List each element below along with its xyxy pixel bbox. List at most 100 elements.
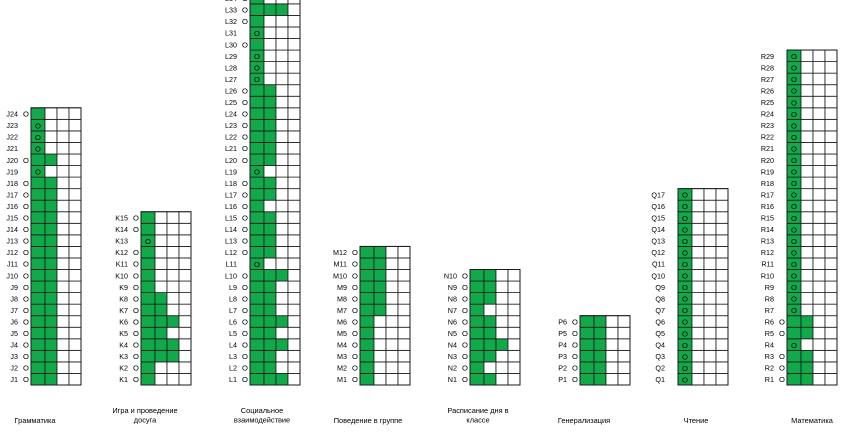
grid-cell [263, 176, 277, 190]
grid-cell [691, 211, 705, 224]
row-label: J20 [6, 156, 18, 165]
grid-cell [56, 292, 70, 305]
grid-cell [30, 107, 46, 120]
grid-cell [786, 315, 802, 328]
row-label: R2 [765, 364, 774, 373]
grid-cell [56, 338, 70, 351]
grid-cell [385, 349, 399, 363]
grid-cell [507, 280, 521, 293]
grid-cell [287, 26, 301, 39]
grid-cell [800, 188, 814, 201]
grid-cell [824, 338, 838, 351]
row-label: L27 [225, 75, 237, 84]
grid-cell [166, 292, 180, 305]
row-marker: O [242, 156, 248, 165]
row-label: J4 [10, 341, 18, 350]
grid-cell [786, 361, 802, 374]
grid-cell [44, 199, 58, 213]
row-label: N10 [444, 271, 457, 280]
row-marker: O [23, 260, 29, 269]
grid-cell [824, 188, 838, 201]
grid-cell [44, 211, 58, 224]
panel-7: Q1 O Q2 O Q3 O Q4 O Q5 O Q6 O Q7 O Q8 O Q9 O Q10 O Q11 O Q12 O Q… [651, 188, 729, 425]
row-label: Q13 [651, 237, 665, 246]
grid-cell [249, 315, 265, 328]
grid-cell [579, 326, 595, 340]
row-marker: O [23, 271, 29, 280]
row-label: K13 [115, 237, 128, 246]
grid-cell [44, 303, 58, 317]
grid-cell [275, 61, 289, 74]
grid-cell [178, 303, 192, 317]
grid-cell [166, 303, 180, 317]
grid-cell [617, 326, 631, 340]
grid-cell [812, 303, 826, 317]
grid-cell [483, 292, 497, 305]
row-label: J15 [6, 214, 18, 223]
row-marker: O [682, 352, 688, 361]
row-label: Q11 [652, 260, 665, 269]
row-label: K8 [119, 294, 128, 303]
grid-cell [275, 3, 289, 16]
grid-cell [579, 361, 595, 374]
grid-cell [359, 361, 375, 374]
grid-cell [800, 257, 814, 270]
grid-cell [287, 142, 301, 155]
grid-cell [703, 234, 717, 247]
row-marker: O [352, 352, 358, 361]
row-label: J7 [10, 306, 18, 315]
row-marker: O [682, 202, 688, 211]
grid-cell [469, 338, 485, 351]
grid-cell [469, 303, 485, 317]
row-label: J18 [6, 179, 18, 188]
grid-cell [373, 292, 387, 305]
row-label: Q10 [651, 271, 665, 280]
grid-cell [579, 338, 595, 351]
grid-cell [249, 107, 265, 120]
grid-cell [30, 292, 46, 305]
row-label: N2 [448, 364, 457, 373]
grid-cell [469, 349, 485, 363]
row-label: Q14 [651, 225, 665, 234]
grid-cell [812, 280, 826, 293]
grid-cell [507, 315, 521, 328]
row-label: M10 [333, 271, 347, 280]
grid-cell [68, 165, 82, 178]
grid-cell [703, 303, 717, 317]
grid-cell [385, 257, 399, 270]
grid-cell [287, 3, 301, 16]
grid-cell [140, 361, 156, 374]
grid-cell [715, 292, 729, 305]
grid-cell [824, 245, 838, 259]
grid-cell [263, 269, 277, 282]
grid-cell [44, 269, 58, 282]
row-label: K7 [119, 306, 128, 315]
row-marker: O [242, 364, 248, 373]
row-marker: O [352, 306, 358, 315]
grid-cell [287, 211, 301, 224]
grid-cell [800, 292, 814, 305]
grid-cell [275, 373, 289, 386]
row-marker: O [682, 283, 688, 292]
row-label: R29 [761, 52, 774, 61]
grid-cell [68, 269, 82, 282]
grid-cell [812, 245, 826, 259]
grid-cell [397, 280, 411, 293]
row-marker: O [242, 214, 248, 223]
row-label: R3 [765, 352, 774, 361]
grid-cell [56, 234, 70, 247]
row-marker: O [242, 271, 248, 280]
grid-cell [691, 303, 705, 317]
grid-cell [287, 176, 301, 190]
grid-cell [263, 234, 277, 247]
grid-cell [483, 361, 497, 374]
grid-cell [178, 257, 192, 270]
grid-cell [495, 280, 509, 293]
grid-cell [800, 234, 814, 247]
row-marker: O [23, 156, 29, 165]
row-label: K4 [119, 341, 128, 350]
row-label: M7 [337, 306, 347, 315]
grid-cell [824, 361, 838, 374]
grid-cell [249, 176, 265, 190]
